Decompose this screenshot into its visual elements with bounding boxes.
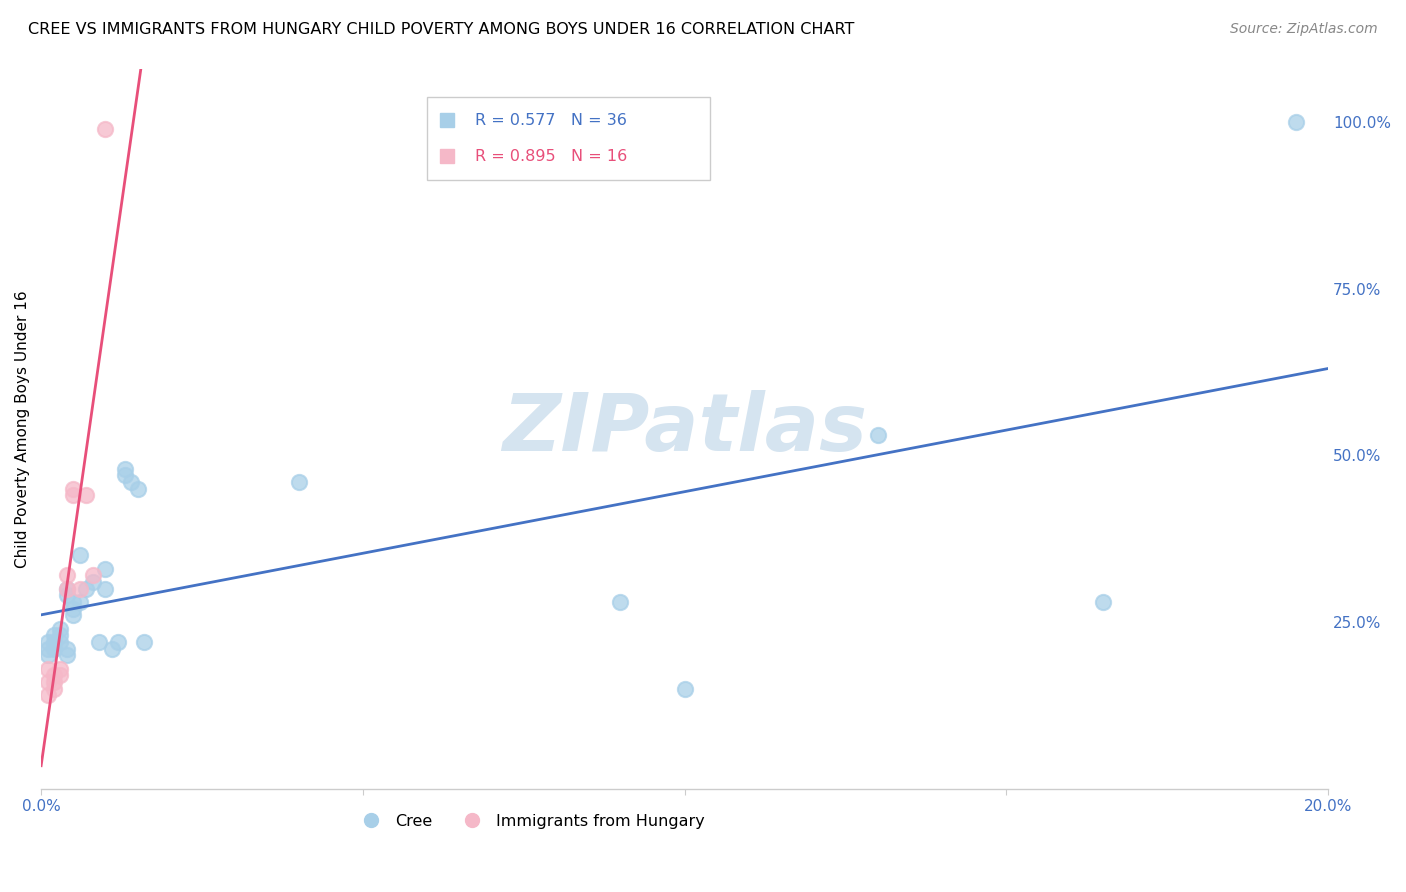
Point	[42, 628, 65, 642]
Point	[37, 635, 59, 649]
Point	[101, 641, 124, 656]
Point	[94, 121, 117, 136]
Point	[62, 608, 84, 623]
Point	[56, 582, 79, 596]
Point	[56, 568, 79, 582]
Point	[62, 488, 84, 502]
Point	[127, 482, 149, 496]
Point	[42, 675, 65, 690]
Point	[69, 595, 91, 609]
Point	[49, 668, 72, 682]
Text: R = 0.895   N = 16: R = 0.895 N = 16	[475, 149, 627, 164]
Point	[69, 582, 91, 596]
Point	[75, 582, 97, 596]
Point	[94, 582, 117, 596]
Point	[37, 641, 59, 656]
Point	[42, 641, 65, 656]
Point	[114, 461, 136, 475]
Point	[56, 641, 79, 656]
Point	[1091, 595, 1114, 609]
Point	[107, 635, 129, 649]
Y-axis label: Child Poverty Among Boys Under 16: Child Poverty Among Boys Under 16	[15, 290, 30, 567]
Text: ZIPatlas: ZIPatlas	[502, 390, 868, 467]
Point	[1285, 115, 1308, 129]
Point	[673, 681, 696, 696]
Point	[114, 468, 136, 483]
Point	[82, 575, 104, 590]
Point	[37, 648, 59, 663]
Point	[49, 662, 72, 676]
Point	[120, 475, 142, 489]
Point	[609, 595, 631, 609]
Point	[62, 595, 84, 609]
Point	[75, 488, 97, 502]
Point	[62, 482, 84, 496]
Point	[56, 589, 79, 603]
Text: CREE VS IMMIGRANTS FROM HUNGARY CHILD POVERTY AMONG BOYS UNDER 16 CORRELATION CH: CREE VS IMMIGRANTS FROM HUNGARY CHILD PO…	[28, 22, 855, 37]
Point	[132, 635, 155, 649]
Point	[56, 648, 79, 663]
Text: Source: ZipAtlas.com: Source: ZipAtlas.com	[1230, 22, 1378, 37]
Point	[37, 675, 59, 690]
Point	[49, 622, 72, 636]
Point	[49, 628, 72, 642]
Point	[94, 562, 117, 576]
Point	[69, 549, 91, 563]
Point	[42, 668, 65, 682]
Point	[87, 635, 110, 649]
Point	[62, 601, 84, 615]
Point	[82, 568, 104, 582]
Point	[49, 635, 72, 649]
Legend: Cree, Immigrants from Hungary: Cree, Immigrants from Hungary	[349, 807, 711, 835]
Point	[287, 475, 309, 489]
Point	[866, 428, 889, 442]
Point	[56, 582, 79, 596]
FancyBboxPatch shape	[427, 97, 710, 180]
Point	[37, 662, 59, 676]
Point	[37, 689, 59, 703]
Point	[42, 681, 65, 696]
Point	[42, 635, 65, 649]
Text: R = 0.577   N = 36: R = 0.577 N = 36	[475, 113, 627, 128]
